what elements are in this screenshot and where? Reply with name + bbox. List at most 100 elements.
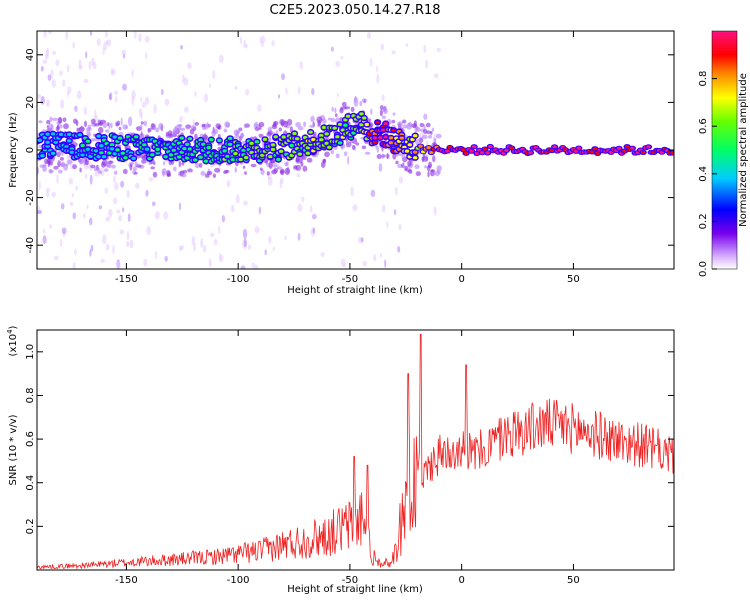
- spectrogram-noise-blob: [213, 238, 218, 246]
- spectrogram-noise-blob: [37, 205, 41, 212]
- spectrogram-band-core: [343, 123, 348, 127]
- spectrogram-band-core: [193, 158, 198, 162]
- spectrogram-band-core: [372, 140, 378, 144]
- spectrogram-noise-blob: [128, 116, 133, 127]
- spectrogram-noise-blob: [59, 70, 63, 77]
- y-tick-label: 40: [25, 48, 36, 61]
- spectrogram-haze-blob: [75, 120, 79, 127]
- svg-text:(x104): (x104): [6, 325, 19, 356]
- spectrogram-noise-blob: [271, 40, 275, 47]
- spectrogram-haze-blob: [204, 173, 209, 178]
- spectrogram-haze-blob: [295, 121, 301, 128]
- spectrogram-band-core: [99, 151, 104, 155]
- spectrogram-y-label: Frequency (Hz): [8, 112, 19, 188]
- colorbar-gradient: [711, 30, 738, 270]
- spectrogram-noise-blob: [352, 204, 358, 212]
- spectrogram-band-core: [407, 143, 412, 147]
- spectrogram-haze-blob: [381, 115, 386, 120]
- spectrogram-noise-blob: [253, 264, 259, 269]
- spectrogram-noise-blob: [155, 210, 160, 220]
- spectrogram-band-core: [222, 149, 227, 153]
- spectrogram-noise-blob: [161, 88, 164, 95]
- spectrogram-band-core: [40, 154, 45, 158]
- spectrogram-haze-blob: [42, 166, 47, 172]
- spectrogram-haze-blob: [79, 167, 82, 173]
- spectrogram-band-core: [281, 135, 286, 139]
- spectrogram-noise-blob: [299, 61, 303, 70]
- spectrogram-haze-blob: [300, 161, 304, 167]
- spectrogram-haze-blob: [271, 169, 277, 175]
- spectrogram-haze-blob: [147, 128, 152, 133]
- spectrogram-haze-blob: [422, 129, 428, 134]
- spectrogram-noise-blob: [193, 242, 197, 252]
- spectrogram-haze-blob: [435, 170, 440, 177]
- spectrogram-haze-blob: [350, 106, 355, 112]
- snr-y-ticks: 0.2 0.4 0.6 0.8 1.0: [25, 344, 674, 534]
- spectrogram-noise-blob: [335, 60, 341, 68]
- spectrogram-noise-blob: [40, 66, 44, 72]
- spectrogram-haze-blob: [392, 152, 397, 160]
- spectrogram-noise-blob: [378, 163, 383, 172]
- spectrogram-noise-blob: [154, 250, 157, 260]
- spectrogram-haze-blob: [132, 166, 137, 172]
- spectrogram-band-core: [69, 150, 75, 154]
- spectrogram-noise-blob: [239, 36, 243, 45]
- spectrogram-haze-blob: [110, 122, 113, 129]
- spectrogram-haze-blob: [105, 129, 110, 133]
- spectrogram-haze-blob: [134, 161, 138, 168]
- colorbar-tick-label: 0.8: [698, 71, 709, 87]
- spectrogram-haze-blob: [98, 122, 104, 126]
- spectrogram-noise-blob: [51, 191, 56, 198]
- spectrogram-noise-blob: [105, 243, 110, 251]
- spectrogram-haze-blob: [301, 154, 307, 160]
- spectrogram-noise-blob: [221, 215, 225, 223]
- spectrogram-band-core: [45, 140, 50, 144]
- spectrogram-noise-blob: [202, 245, 207, 253]
- spectrogram-haze-blob: [415, 171, 421, 177]
- spectrogram-noise-blob: [230, 204, 235, 213]
- colorbar-tick-label: 0.0: [698, 261, 709, 277]
- spectrogram-noise-blob: [311, 214, 317, 220]
- spectrogram-noise-blob: [75, 185, 79, 191]
- spectrogram-band-core: [595, 151, 600, 155]
- snr-y-multiplier-exponent: 4: [6, 329, 14, 334]
- spectrogram-band-core: [198, 155, 203, 159]
- spectrogram-haze-blob: [86, 127, 92, 132]
- spectrogram-noise-blob: [311, 88, 315, 96]
- spectrogram-haze-blob: [42, 164, 47, 168]
- spectrogram-band-core: [410, 137, 415, 142]
- spectrogram-band-core: [337, 122, 343, 126]
- spectrogram-noise-blob: [182, 74, 185, 84]
- spectrogram-haze-blob: [55, 125, 60, 132]
- spectrogram-haze-blob: [293, 165, 298, 169]
- spectrogram-noise-blob: [131, 90, 136, 100]
- spectrogram-band-core: [480, 151, 485, 155]
- spectrogram-band-core: [509, 146, 514, 150]
- spectrogram-haze-blob: [402, 124, 408, 129]
- spectrogram-band-core: [131, 156, 136, 160]
- spectrogram-haze-blob: [432, 155, 436, 163]
- spectrogram-noise-blob: [54, 255, 59, 261]
- spectrogram-noise-blob: [297, 232, 301, 241]
- spectrogram-haze-blob: [162, 170, 165, 177]
- spectrogram-band-core: [337, 141, 343, 145]
- spectrogram-noise-blob: [343, 151, 348, 157]
- spectrogram-band-core: [278, 149, 284, 153]
- spectrogram-noise-blob: [107, 208, 113, 218]
- spectrogram-haze-blob: [114, 170, 118, 175]
- spectrogram-haze-blob: [324, 151, 330, 158]
- spectrogram-noise-blob: [94, 171, 99, 177]
- chart-title: C2E5.2023.050.14.27.R18: [269, 3, 440, 18]
- spectrogram-band-core: [77, 133, 83, 137]
- spectrogram-haze-blob: [287, 118, 293, 126]
- spectrogram-haze-blob: [194, 133, 198, 140]
- spectrogram-haze-blob: [422, 134, 428, 139]
- spectrogram-noise-blob: [99, 167, 105, 177]
- spectrogram-haze-blob: [342, 106, 347, 110]
- spectrogram-band-core: [203, 159, 209, 163]
- y-tick-label: -40: [25, 237, 36, 253]
- spectrogram-band-core: [80, 153, 85, 157]
- spectrogram-band-core: [504, 148, 509, 152]
- y-tick-label: 0.8: [25, 388, 36, 404]
